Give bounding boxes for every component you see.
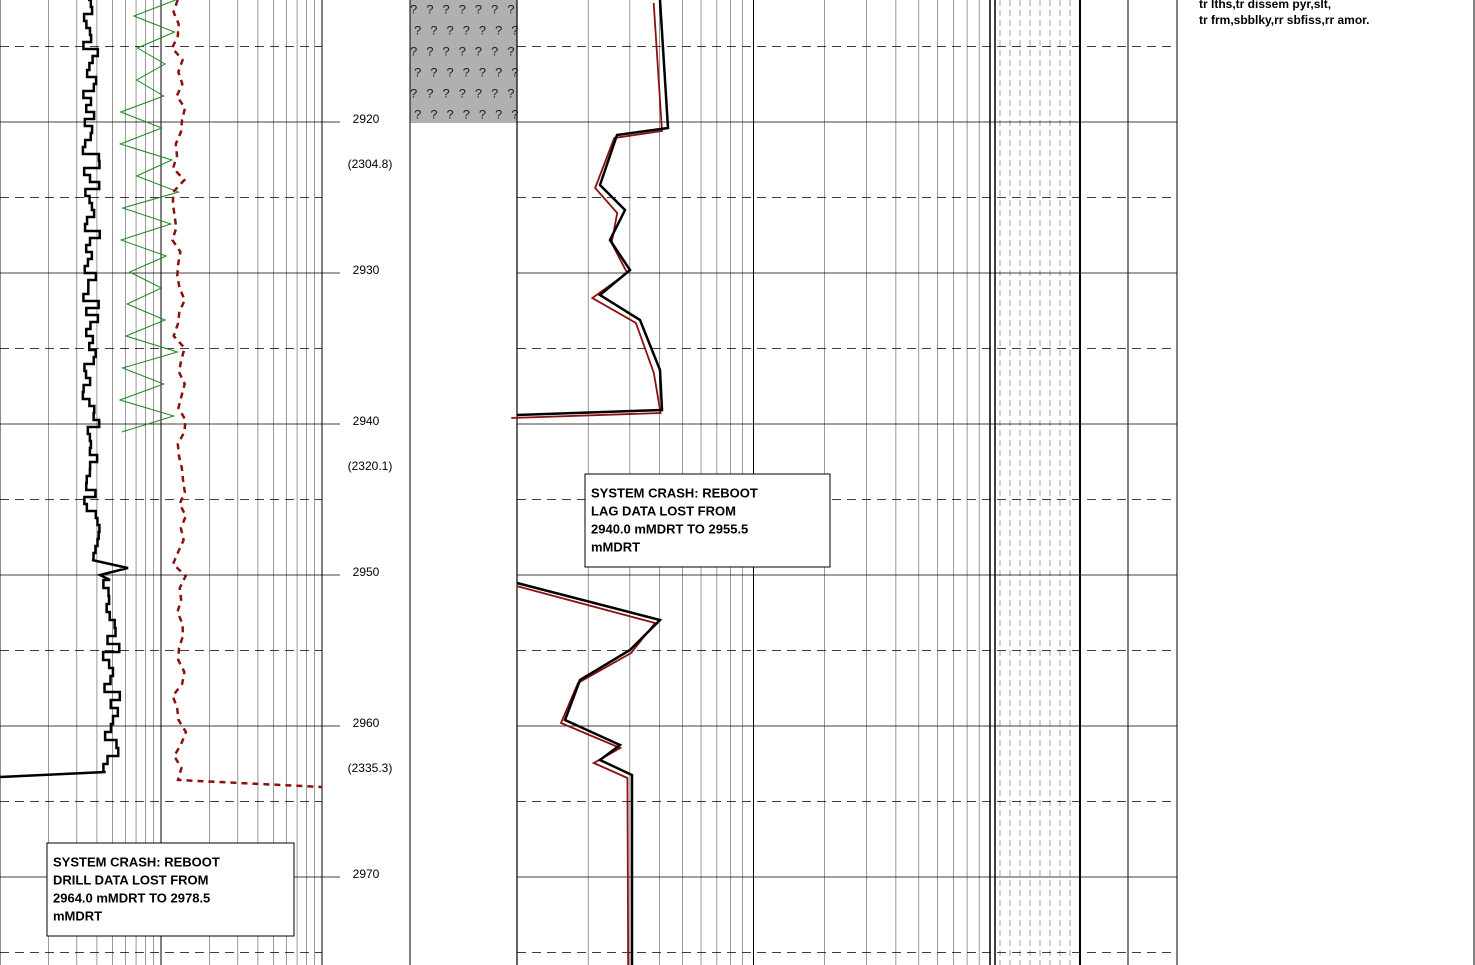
tvd-label: (2320.1) [348, 459, 393, 473]
note-line: DRILL DATA LOST FROM [53, 872, 209, 887]
note-box [584, 473, 831, 568]
depth-label: 2940 [353, 414, 380, 428]
gas-curve-red [511, 2, 663, 419]
note-line: SYSTEM CRASH: REBOOT [591, 485, 758, 500]
depth-label: 2930 [353, 263, 380, 277]
depth-label: 2920 [353, 112, 380, 126]
labels: 2920 2930 2940 2950 2960 2970 (2304.8) (2320.1)… [46, 0, 1370, 937]
note-line: SYSTEM CRASH: REBOOT [53, 854, 220, 869]
gas-curve [516, 581, 663, 965]
red-curve [170, 0, 323, 789]
green-curve [118, 0, 181, 433]
gas-curve-red [516, 585, 657, 965]
note-line: mMDRT [591, 539, 640, 554]
depth-label: 2970 [353, 867, 380, 881]
rop-curve [0, 0, 129, 779]
tvd-label: (2304.8) [348, 157, 393, 171]
note-line: 2940.0 mMDRT TO 2955.5 [591, 521, 748, 536]
note-line: LAG DATA LOST FROM [591, 503, 736, 518]
tvd-label: (2335.3) [348, 761, 393, 775]
depth-label: 2960 [353, 716, 380, 730]
description-line: tr frm,sbblky,rr sbfiss,rr amor. [1199, 13, 1370, 27]
lithology-fill [410, 0, 517, 123]
curves [0, 0, 670, 965]
gas-curve [516, 0, 670, 417]
depth-label: 2950 [353, 565, 380, 579]
note-line: mMDRT [53, 908, 102, 923]
note-box [46, 842, 295, 937]
description-line: tr lths,tr dissem pyr,slt, [1199, 0, 1331, 11]
note-line: 2964.0 mMDRT TO 2978.5 [53, 890, 210, 905]
